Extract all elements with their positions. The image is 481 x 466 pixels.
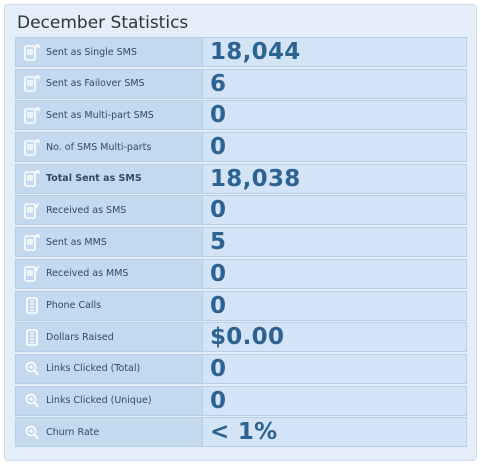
- stat-label: Dollars Raised: [46, 331, 114, 343]
- stat-label: Sent as MMS: [46, 236, 107, 248]
- stat-value-cell: 0: [203, 354, 466, 383]
- statistics-list: Sent as Single SMS 18,044 Sent as Failover…: [15, 37, 467, 449]
- statistics-panel: December Statistics Sent as Single SMS 18…: [4, 4, 477, 461]
- stat-value-cell: 0: [203, 259, 466, 288]
- stat-label: No. of SMS Multi-parts: [46, 141, 152, 153]
- stat-label-cell: Sent as MMS: [16, 228, 203, 257]
- stat-value-cell: 18,044: [203, 38, 466, 66]
- link-click-icon: [24, 392, 40, 409]
- stat-row: Sent as MMS 5: [15, 227, 467, 258]
- sms-out-icon: [24, 75, 40, 92]
- stat-label-cell: Sent as Single SMS: [16, 38, 203, 66]
- stat-row: Phone Calls 0: [15, 290, 467, 321]
- stat-label: Sent as Multi-part SMS: [46, 109, 154, 121]
- stat-row: Total Sent as SMS 18,038: [15, 163, 467, 194]
- stat-value-cell: 6: [203, 69, 466, 98]
- stat-value: 0: [210, 102, 227, 129]
- stat-label-cell: Sent as Multi-part SMS: [16, 101, 203, 130]
- stat-label-cell: Sent as Failover SMS: [16, 69, 203, 98]
- sms-out-icon: [24, 138, 40, 156]
- stat-label-cell: Received as MMS: [16, 259, 203, 288]
- stat-row: Sent as Multi-part SMS 0: [15, 100, 467, 131]
- stat-label: Links Clicked (Unique): [46, 395, 152, 407]
- sms-out-icon: [24, 233, 40, 251]
- stat-value: $0.00: [210, 324, 285, 351]
- stat-value: 5: [210, 229, 227, 256]
- stat-row: Links Clicked (Unique) 0: [15, 385, 467, 416]
- stat-label-cell: Dollars Raised: [16, 323, 203, 352]
- stat-label-cell: Churn Rate: [16, 418, 203, 447]
- stat-value: < 1%: [210, 419, 278, 446]
- stat-value-cell: 18,038: [203, 164, 466, 193]
- stat-label: Churn Rate: [46, 426, 100, 438]
- stat-label: Phone Calls: [46, 300, 102, 311]
- stat-value-cell: 5: [203, 228, 466, 257]
- stat-value: 0: [210, 197, 227, 224]
- phone-icon: [24, 297, 40, 314]
- stat-value-cell: 0: [203, 101, 466, 130]
- stat-row: Links Clicked (Total) 0: [15, 353, 467, 384]
- stat-label-cell: Received as SMS: [16, 196, 203, 225]
- stat-value-cell: $0.00: [203, 323, 466, 352]
- stat-row: Churn Rate < 1%: [15, 417, 467, 448]
- stat-row: Sent as Single SMS 18,044: [15, 37, 467, 67]
- link-click-icon: [24, 424, 40, 441]
- stat-label-cell: Phone Calls: [16, 291, 203, 320]
- sms-in-icon: [24, 202, 40, 219]
- stat-label-cell: No. of SMS Multi-parts: [16, 133, 203, 162]
- stat-value: 6: [210, 70, 227, 97]
- stat-label: Received as MMS: [46, 268, 129, 280]
- stat-label-cell: Links Clicked (Unique): [16, 386, 203, 415]
- stat-value: 18,038: [210, 165, 301, 192]
- link-click-icon: [24, 360, 40, 377]
- stat-value-cell: 0: [203, 386, 466, 415]
- stat-label: Received as SMS: [46, 204, 127, 216]
- sms-out-icon: [24, 107, 40, 124]
- stat-value: 0: [210, 355, 227, 382]
- stat-label-cell: Total Sent as SMS: [16, 164, 203, 193]
- stat-value-cell: 0: [203, 291, 466, 320]
- stat-row: Dollars Raised $0.00: [15, 322, 467, 353]
- stat-row: Received as SMS 0: [15, 195, 467, 226]
- phone-icon: [24, 328, 40, 346]
- sms-out-icon: [24, 43, 40, 61]
- stat-value: 0: [210, 260, 227, 287]
- sms-out-icon: [24, 170, 40, 188]
- stat-label: Total Sent as SMS: [46, 173, 142, 185]
- stat-row: Sent as Failover SMS 6: [15, 68, 467, 99]
- stat-row: No. of SMS Multi-parts 0: [15, 132, 467, 163]
- stat-value-cell: 0: [203, 133, 466, 162]
- stat-label: Sent as Single SMS: [46, 46, 137, 58]
- stat-value-cell: 0: [203, 196, 466, 225]
- stat-value: 0: [210, 134, 227, 161]
- stat-value: 18,044: [210, 39, 301, 65]
- stat-value-cell: < 1%: [203, 418, 466, 447]
- stat-label: Sent as Failover SMS: [46, 78, 145, 90]
- stat-label-cell: Links Clicked (Total): [16, 354, 203, 383]
- stat-row: Received as MMS 0: [15, 258, 467, 289]
- sms-in-icon: [24, 265, 40, 283]
- panel-title: December Statistics: [17, 13, 189, 33]
- stat-label: Links Clicked (Total): [46, 363, 141, 375]
- stat-value: 0: [210, 292, 227, 319]
- stat-value: 0: [210, 387, 227, 414]
